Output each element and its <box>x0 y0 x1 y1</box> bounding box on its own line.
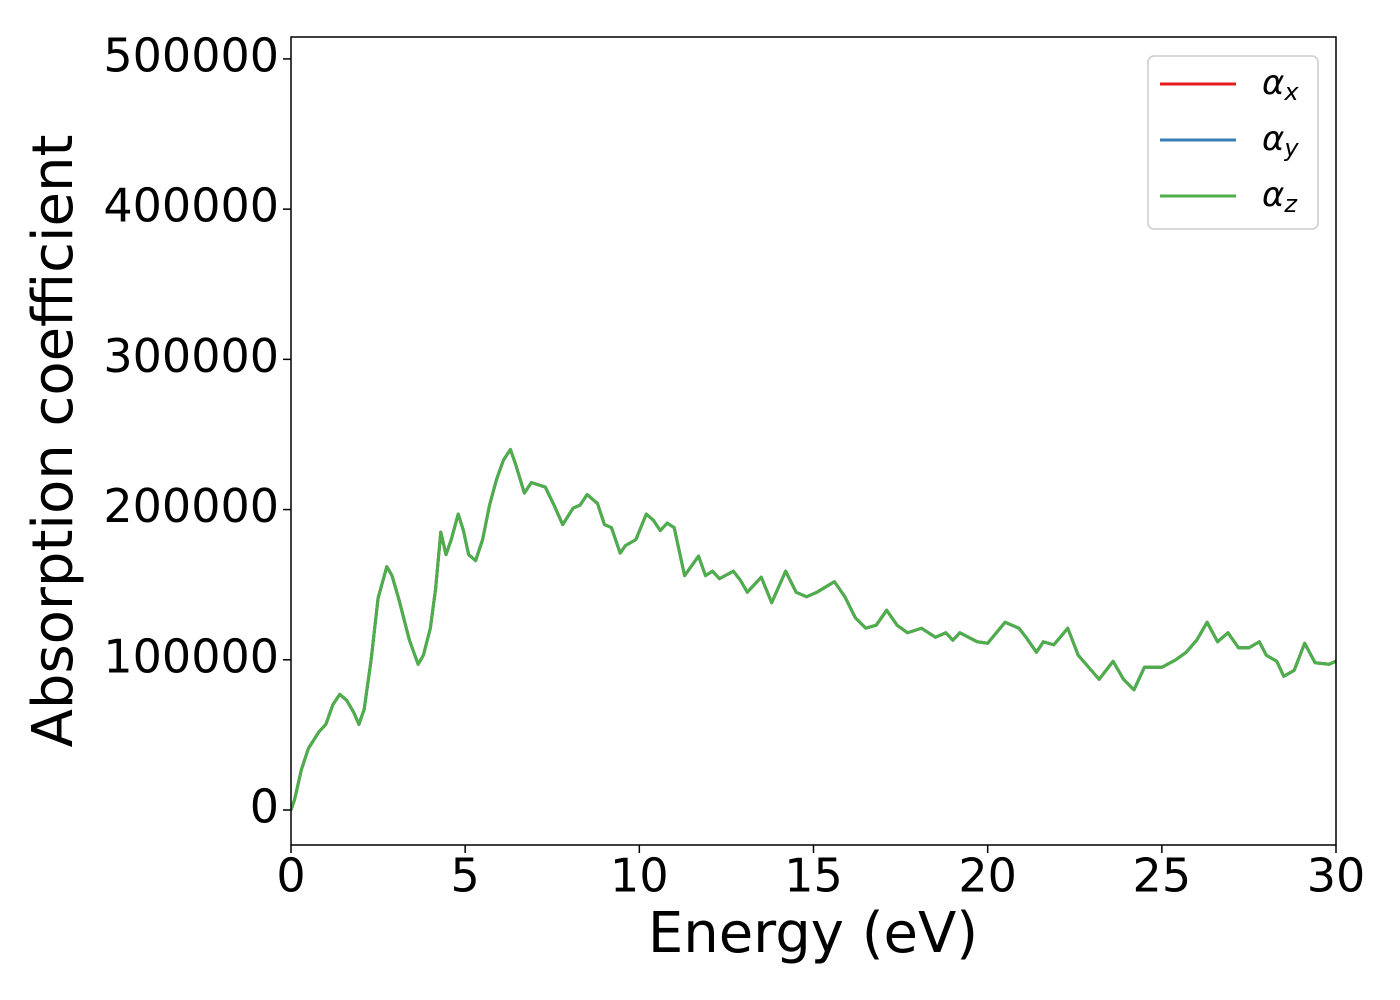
plot-frame <box>290 36 1337 846</box>
y-tick-label: 400000 <box>103 179 279 233</box>
legend-label: αx <box>1262 63 1299 107</box>
legend-box <box>1147 55 1319 230</box>
legend-label: αz <box>1262 175 1298 219</box>
line-series <box>291 447 1336 811</box>
legend-label: αy <box>1262 119 1299 163</box>
x-tick-label: 30 <box>1307 849 1366 903</box>
y-tick-label: 0 <box>250 780 279 834</box>
x-tick-label: 25 <box>1133 849 1192 903</box>
x-tick-label: 0 <box>276 849 305 903</box>
x-tick-label: 5 <box>451 849 480 903</box>
y-tick-label: 100000 <box>103 629 279 683</box>
x-tick-label: 15 <box>784 849 843 903</box>
y-tick-label: 200000 <box>103 479 279 533</box>
line-series <box>291 447 1336 811</box>
y-tick-label: 300000 <box>103 329 279 383</box>
x-axis-label: Energy (eV) <box>648 901 978 966</box>
x-tick-label: 20 <box>958 849 1017 903</box>
x-tick-label: 10 <box>610 849 669 903</box>
line-series <box>291 447 1336 811</box>
y-tick-label: 500000 <box>103 28 279 82</box>
y-axis-label: Absorption coefficient <box>21 135 86 748</box>
